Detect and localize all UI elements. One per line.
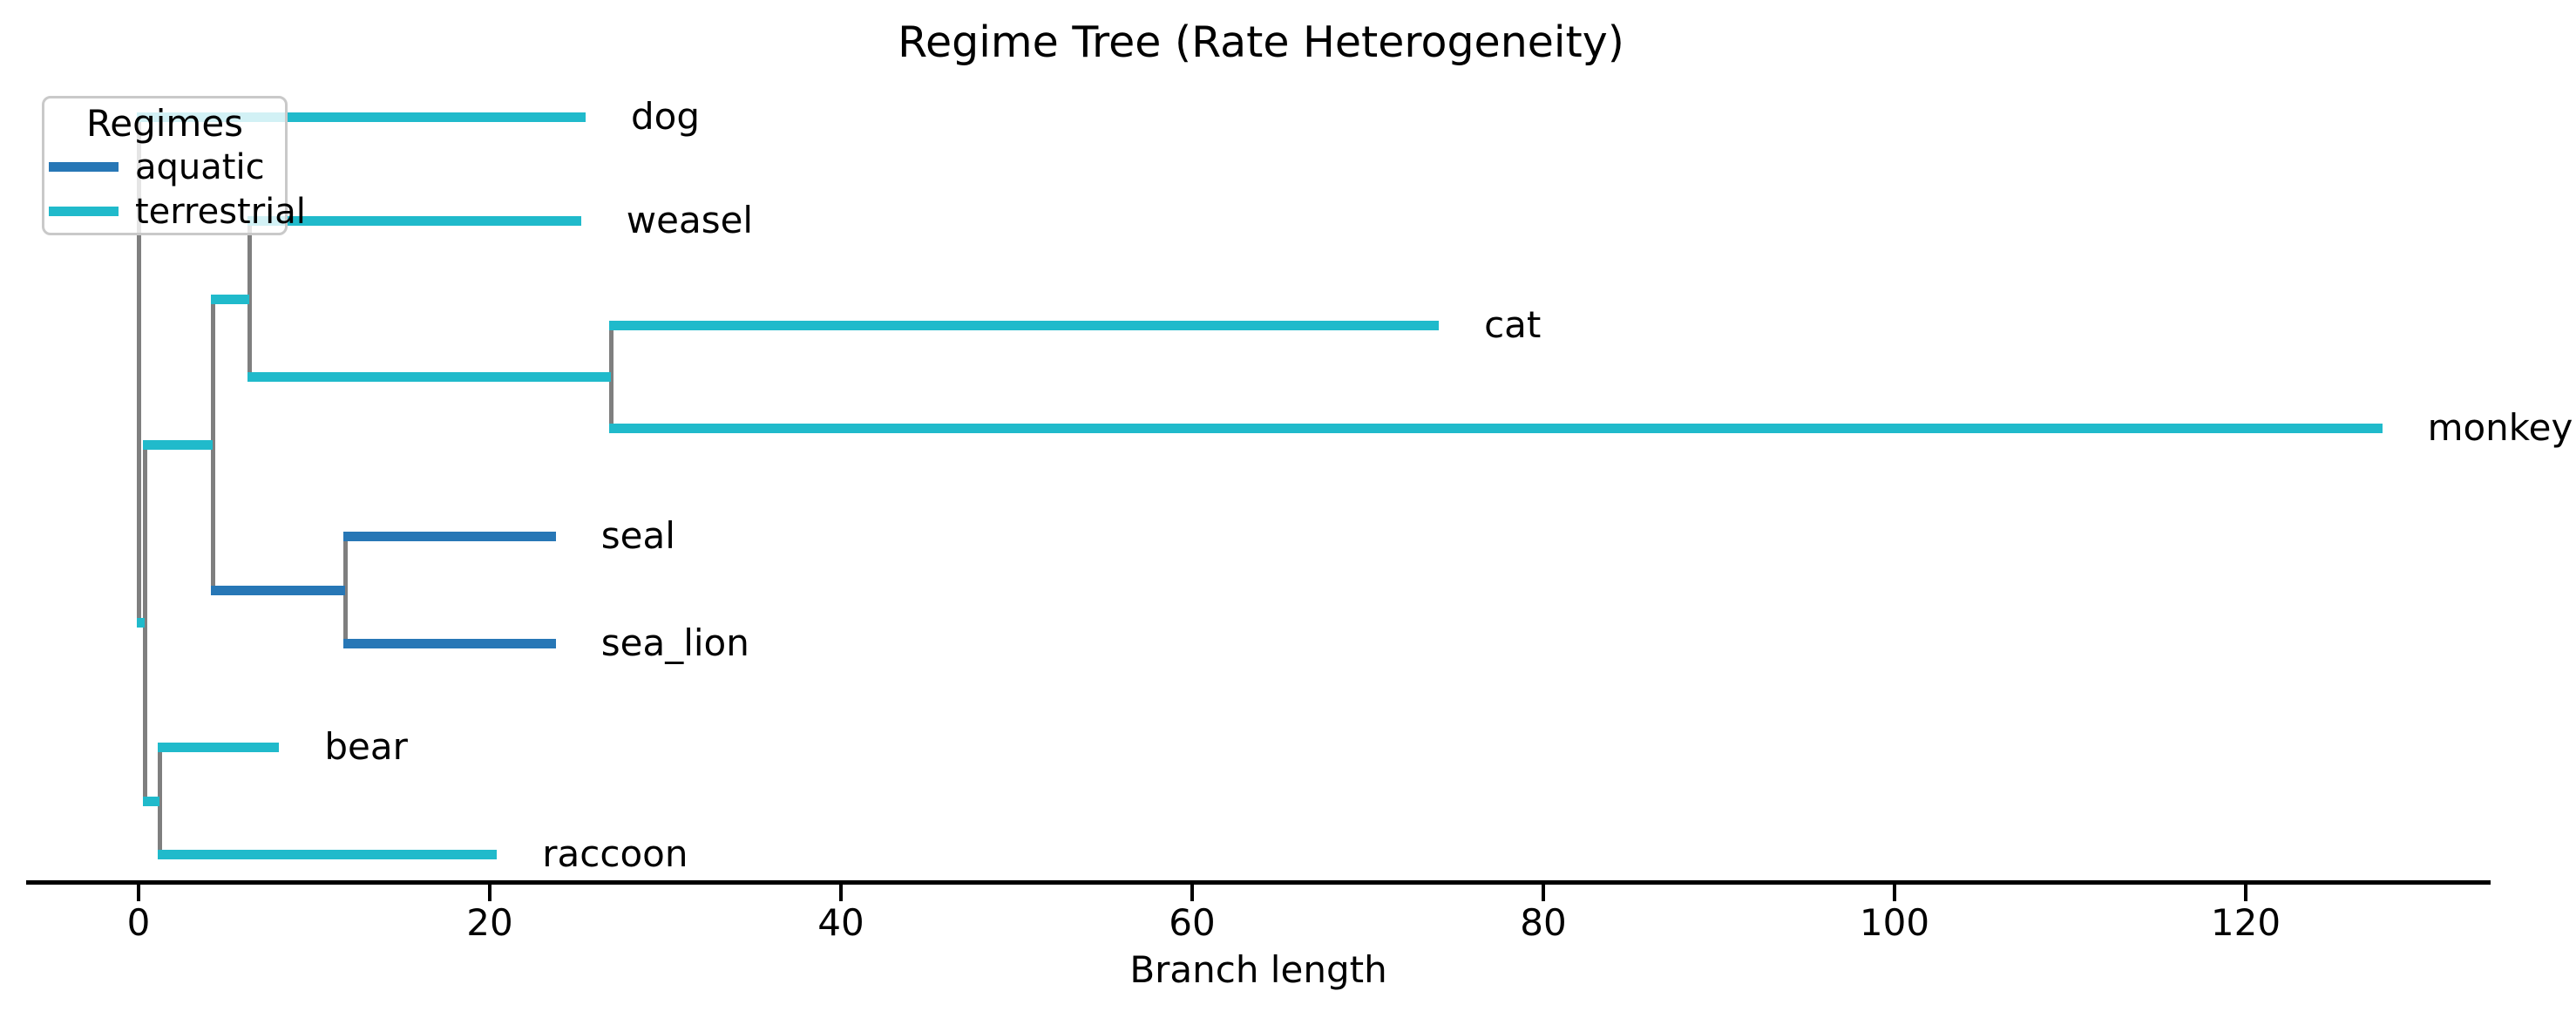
connector-A <box>143 439 148 805</box>
tip-label-cat: cat <box>1484 303 1542 346</box>
connector-F <box>609 321 614 432</box>
connector-root <box>137 112 141 627</box>
legend-swatch-terrestrial <box>49 207 119 216</box>
tip-label-bear: bear <box>324 725 408 768</box>
branch-raccoon <box>158 850 498 859</box>
branch-D <box>211 585 345 595</box>
tip-label-seal: seal <box>600 514 675 557</box>
branch-bear <box>158 743 280 752</box>
branch-E <box>211 294 250 304</box>
branch-cat <box>609 321 1440 330</box>
tip-label-sea_lion: sea_lion <box>600 621 749 664</box>
x-tick-label-120: 120 <box>2210 901 2281 944</box>
tip-label-raccoon: raccoon <box>542 832 688 875</box>
x-tick-label-40: 40 <box>817 901 864 944</box>
chart-title: Regime Tree (Rate Heterogeneity) <box>898 17 1624 67</box>
tip-label-dog: dog <box>631 95 701 138</box>
x-tick-label-0: 0 <box>126 901 151 944</box>
branch-B <box>143 796 160 806</box>
connector-B <box>158 743 163 859</box>
branch-C <box>143 439 214 450</box>
x-axis-spine <box>26 880 2491 885</box>
connector-D <box>342 532 348 648</box>
legend-swatch-aquatic <box>49 162 119 172</box>
branch-F <box>247 372 612 382</box>
x-tick-100 <box>1893 885 1896 901</box>
legend-label-terrestrial: terrestrial <box>135 192 306 232</box>
connector-E <box>247 216 253 381</box>
x-tick-60 <box>1190 885 1194 901</box>
x-tick-label-60: 60 <box>1169 901 1216 944</box>
x-axis-label: Branch length <box>1129 948 1387 991</box>
branch-sea_lion <box>342 639 556 648</box>
x-tick-label-20: 20 <box>466 901 513 944</box>
branch-monkey <box>609 424 2383 433</box>
branch-weasel <box>247 216 581 226</box>
x-tick-80 <box>1542 885 1545 901</box>
tip-label-weasel: weasel <box>626 199 754 241</box>
branch-A <box>137 618 146 628</box>
branch-dog <box>137 112 586 122</box>
x-tick-120 <box>2244 885 2247 901</box>
connector-C <box>211 294 216 594</box>
x-tick-20 <box>488 885 491 901</box>
legend-label-aquatic: aquatic <box>135 147 265 187</box>
branch-seal <box>342 532 556 541</box>
legend-title: Regimes <box>85 102 244 145</box>
x-tick-label-100: 100 <box>1859 901 1930 944</box>
legend: Regimes aquatic terrestrial <box>42 96 306 235</box>
tip-label-monkey: monkey <box>2427 406 2573 449</box>
x-tick-40 <box>839 885 843 901</box>
x-tick-0 <box>137 885 140 901</box>
x-tick-label-80: 80 <box>1520 901 1567 944</box>
